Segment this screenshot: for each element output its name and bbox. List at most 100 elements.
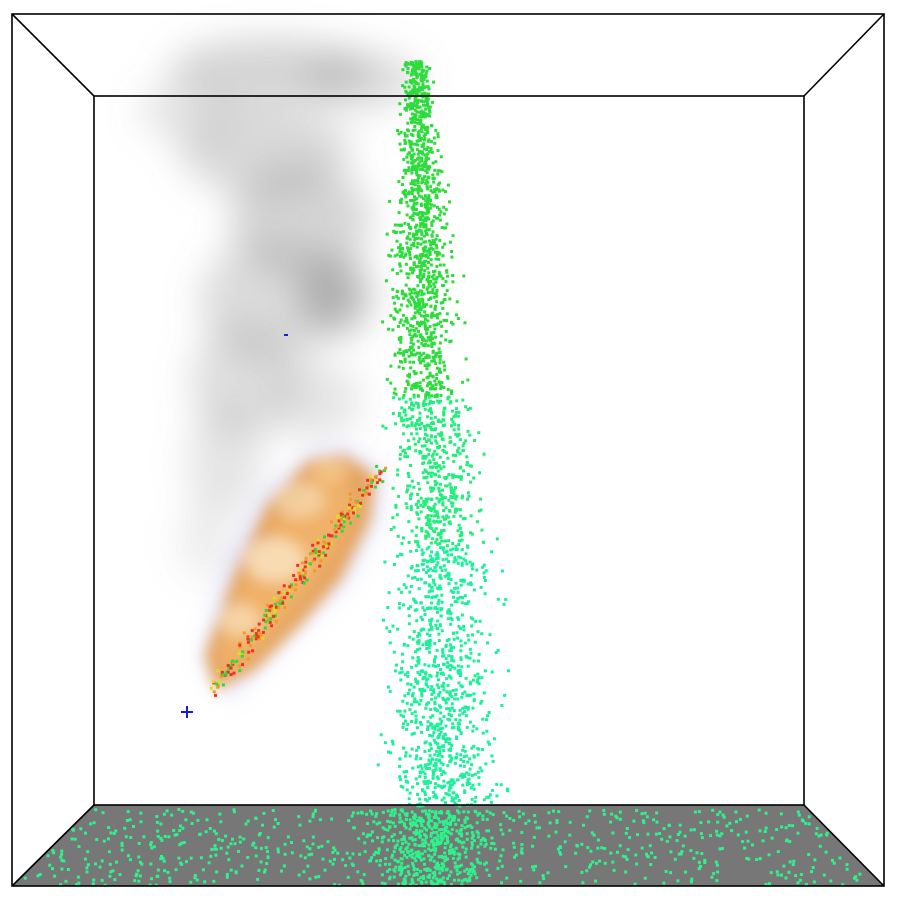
particle	[415, 245, 419, 249]
hot-particle	[327, 542, 331, 546]
particle	[436, 399, 440, 403]
floor-particle	[162, 859, 166, 863]
hot-particle	[322, 540, 326, 544]
particle	[410, 120, 414, 124]
particle	[419, 118, 423, 122]
particle	[397, 494, 401, 498]
particle	[402, 770, 406, 774]
floor-particle	[402, 837, 406, 841]
particle	[437, 432, 441, 436]
particle	[448, 200, 451, 204]
floor-particle	[787, 870, 791, 874]
particle	[403, 142, 407, 146]
particle	[448, 520, 452, 524]
particle	[431, 384, 435, 388]
particle	[422, 85, 426, 89]
particle	[414, 601, 418, 604]
particle	[398, 775, 402, 779]
floor-particle	[399, 873, 402, 877]
particle	[445, 573, 449, 577]
particle	[426, 517, 430, 521]
particle	[409, 683, 413, 687]
particle	[424, 534, 428, 538]
particle	[415, 201, 419, 205]
particle	[398, 246, 401, 250]
floor-particle	[416, 831, 420, 835]
floor-particle	[112, 831, 116, 835]
particle	[410, 703, 414, 707]
floor-particle	[446, 877, 450, 880]
particle	[481, 717, 485, 721]
particle	[431, 219, 435, 223]
particle	[484, 569, 488, 573]
particle	[483, 592, 487, 596]
particle	[425, 565, 429, 569]
hot-particle	[278, 599, 282, 603]
particle	[429, 514, 433, 518]
particle	[410, 317, 414, 321]
particle	[435, 461, 438, 465]
particle	[480, 699, 484, 703]
particle	[439, 393, 443, 397]
particle	[419, 280, 422, 284]
particle	[461, 449, 465, 452]
floor-particle	[499, 854, 503, 858]
particle	[499, 783, 503, 787]
hot-particle	[302, 581, 306, 585]
particle	[460, 601, 464, 605]
floor-particle	[463, 826, 467, 830]
floor-particle	[168, 880, 172, 884]
particle	[422, 285, 426, 289]
particle	[480, 676, 484, 680]
floor-particle	[455, 868, 459, 872]
particle	[417, 329, 420, 333]
particle	[453, 422, 457, 426]
particle	[446, 781, 450, 785]
floor-particle	[824, 850, 828, 854]
floor-particle	[815, 826, 819, 830]
floor-particle	[412, 868, 416, 872]
floor-particle	[477, 851, 481, 855]
crosshair-icon[interactable]	[181, 706, 193, 718]
floor-particle	[683, 834, 687, 838]
particle	[472, 787, 476, 791]
hot-particle	[313, 548, 317, 551]
particle	[396, 296, 400, 300]
particle	[473, 640, 477, 644]
floor-particle	[427, 843, 431, 847]
floor-particle	[326, 840, 330, 844]
floor-particle	[52, 851, 56, 855]
particle	[415, 102, 419, 106]
particle	[411, 208, 415, 212]
particle	[457, 523, 461, 527]
particle	[421, 218, 425, 222]
floor-particle	[680, 850, 684, 854]
floor-particle	[838, 856, 842, 860]
floor-particle	[443, 851, 447, 855]
particle	[430, 589, 434, 593]
particle	[440, 324, 444, 328]
particle	[408, 372, 411, 376]
particle	[424, 529, 428, 533]
particle	[415, 212, 419, 216]
particle	[411, 766, 415, 770]
floor-particle	[449, 843, 453, 847]
probe-point	[284, 334, 288, 336]
particle	[424, 98, 428, 101]
floor-particle	[409, 822, 412, 825]
floor-particle	[370, 812, 374, 816]
particle	[418, 427, 422, 430]
floor-particle	[455, 829, 459, 833]
particle	[447, 697, 451, 701]
floor-particle	[618, 817, 622, 821]
floor-particle	[454, 822, 458, 826]
particle	[430, 601, 434, 605]
particle	[411, 189, 414, 193]
floor-particle	[198, 832, 202, 836]
particle	[385, 377, 389, 381]
particle	[427, 796, 431, 800]
particle	[470, 746, 474, 750]
particle	[418, 647, 422, 651]
